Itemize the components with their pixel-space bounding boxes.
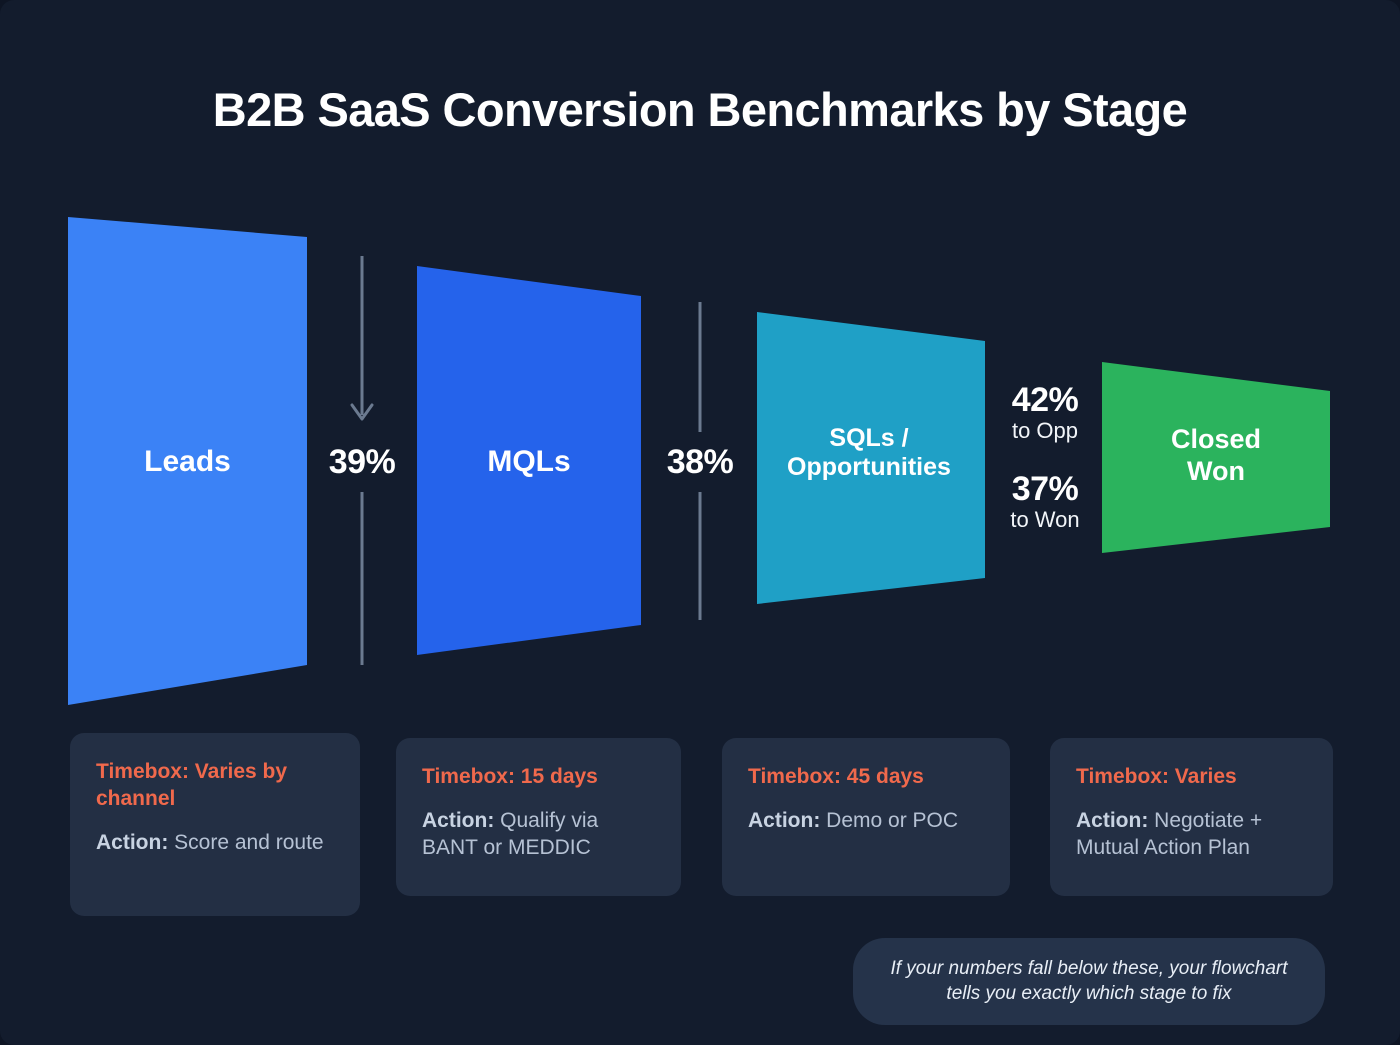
action-prefix-2: Action: [422,808,495,832]
action-label-3: Action: Demo or POC [748,807,984,834]
funnel-segment-mqls [417,266,641,655]
funnel-segment-closed-won [1102,362,1330,553]
timebox-label-2: Timebox: 15 days [422,765,598,788]
action-label-1: Action: Score and route [96,829,334,856]
conversion-rate-to-won: 37% to Won [995,470,1095,533]
action-text-2: Qualify via BANT or MEDDIC [422,808,599,860]
conversion-rate-4-caption: to Won [1010,507,1080,532]
conversion-rate-3-value: 42% [1011,381,1079,419]
stage-card-mqls: Timebox: 15 days Action: Qualify via BAN… [396,738,681,896]
funnel-shapes [68,217,1330,705]
timebox-label-1: Timebox: Varies by channel [96,760,288,810]
conversion-rate-1-value: 39% [328,443,396,481]
action-text-1: Score and route [168,830,324,854]
action-prefix-4: Action: [1076,808,1149,832]
conversion-rate-2-value: 38% [666,443,734,481]
funnel-chart: Leads MQLs SQLs / Opportunities Closed W… [68,217,1330,705]
timebox-label-4: Timebox: Varies [1076,765,1237,788]
conversion-rate-leads-to-mqls: 39% [312,443,412,482]
stage-card-leads: Timebox: Varies by channel Action: Score… [70,733,360,916]
action-label-4: Action: Negotiate + Mutual Action Plan [1076,807,1307,862]
stage-card-closed-won: Timebox: Varies Action: Negotiate + Mutu… [1050,738,1333,896]
conversion-rate-3-caption: to Opp [1011,418,1079,443]
action-prefix-3: Action: [748,808,821,832]
funnel-segment-leads [68,217,307,705]
conversion-rate-mqls-to-sqls: 38% [650,443,750,482]
action-prefix-1: Action: [96,830,169,854]
action-text-3: Demo or POC [820,808,959,832]
funnel-segment-sqls [757,312,985,604]
timebox-label-3: Timebox: 45 days [748,765,924,788]
page-title: B2B SaaS Conversion Benchmarks by Stage [212,83,1188,136]
conversion-rate-4-value: 37% [1011,470,1079,508]
footer-callout: If your numbers fall below these, your f… [853,938,1325,1025]
connector-arrow-1 [350,403,374,421]
action-text-4: Negotiate + Mutual Action Plan [1076,808,1263,860]
stage-card-sqls: Timebox: 45 days Action: Demo or POC [722,738,1010,896]
conversion-rate-to-opp: 42% to Opp [995,381,1095,444]
action-label-2: Action: Qualify via BANT or MEDDIC [422,807,655,862]
